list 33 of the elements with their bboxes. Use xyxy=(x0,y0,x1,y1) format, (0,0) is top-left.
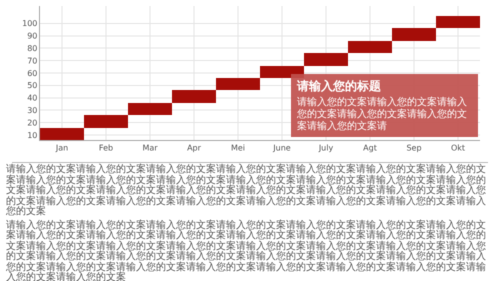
y-tick-label: 90 xyxy=(27,32,38,41)
bar xyxy=(128,103,172,115)
x-tick-label: Jan xyxy=(54,144,68,153)
bar xyxy=(304,53,348,66)
annotation: 请输入您的文案请输入您的文案请输入您的文案请输入您的文案请输入您的文案请输入您的文案请 xyxy=(296,97,468,133)
annotation: 请输入您的标题 xyxy=(296,78,382,95)
y-tick-label: 80 xyxy=(27,44,38,53)
y-tick-label: 60 xyxy=(27,68,38,78)
x-tick-label: Okt xyxy=(450,144,466,153)
bar xyxy=(172,90,216,103)
x-tick-label: July xyxy=(318,144,334,153)
y-tick-label: 50 xyxy=(27,81,38,90)
bar xyxy=(40,128,84,140)
text: 请输入您的文案请输入您的文案请输入您的文案请输入您的文案请输入您的文案请输入您的文案请输入您的文案请输入您的文案请输入您的文案请输入您的文案请输入您的文案请输入您的文案请输入您的文案请输入您的文案请输入您的文案请输入您的文案请输入您的文案请输入您的文案请输入您的文案请输入您的文案请输入您的文案请输入您的文案请输入您的文案请输入您的文案请输入您的文案请输入您的文案请输入您的文案请输入您的文案 xyxy=(6,164,487,218)
y-tick-label: 10 xyxy=(27,130,38,140)
y-tick-label: 20 xyxy=(27,118,38,128)
x-tick-label: Apr xyxy=(187,144,202,153)
bar xyxy=(216,78,260,90)
bar xyxy=(348,41,392,53)
y-tick-label: 40 xyxy=(27,94,38,103)
bar xyxy=(260,66,304,78)
y-tick-label: 30 xyxy=(27,106,38,116)
x-tick-label: Mar xyxy=(142,144,158,153)
bar xyxy=(84,115,128,128)
bar xyxy=(436,16,480,28)
x-tick-label: Feb xyxy=(98,144,114,153)
y-tick-label: 70 xyxy=(27,56,38,66)
x-tick-label: Mei xyxy=(230,144,246,153)
x-tick-label: Agt xyxy=(363,144,377,153)
x-tick-label: June xyxy=(272,144,291,153)
x-tick-label: Sep xyxy=(406,144,422,153)
y-tick-label: 100 xyxy=(22,19,38,28)
bar xyxy=(392,28,436,41)
